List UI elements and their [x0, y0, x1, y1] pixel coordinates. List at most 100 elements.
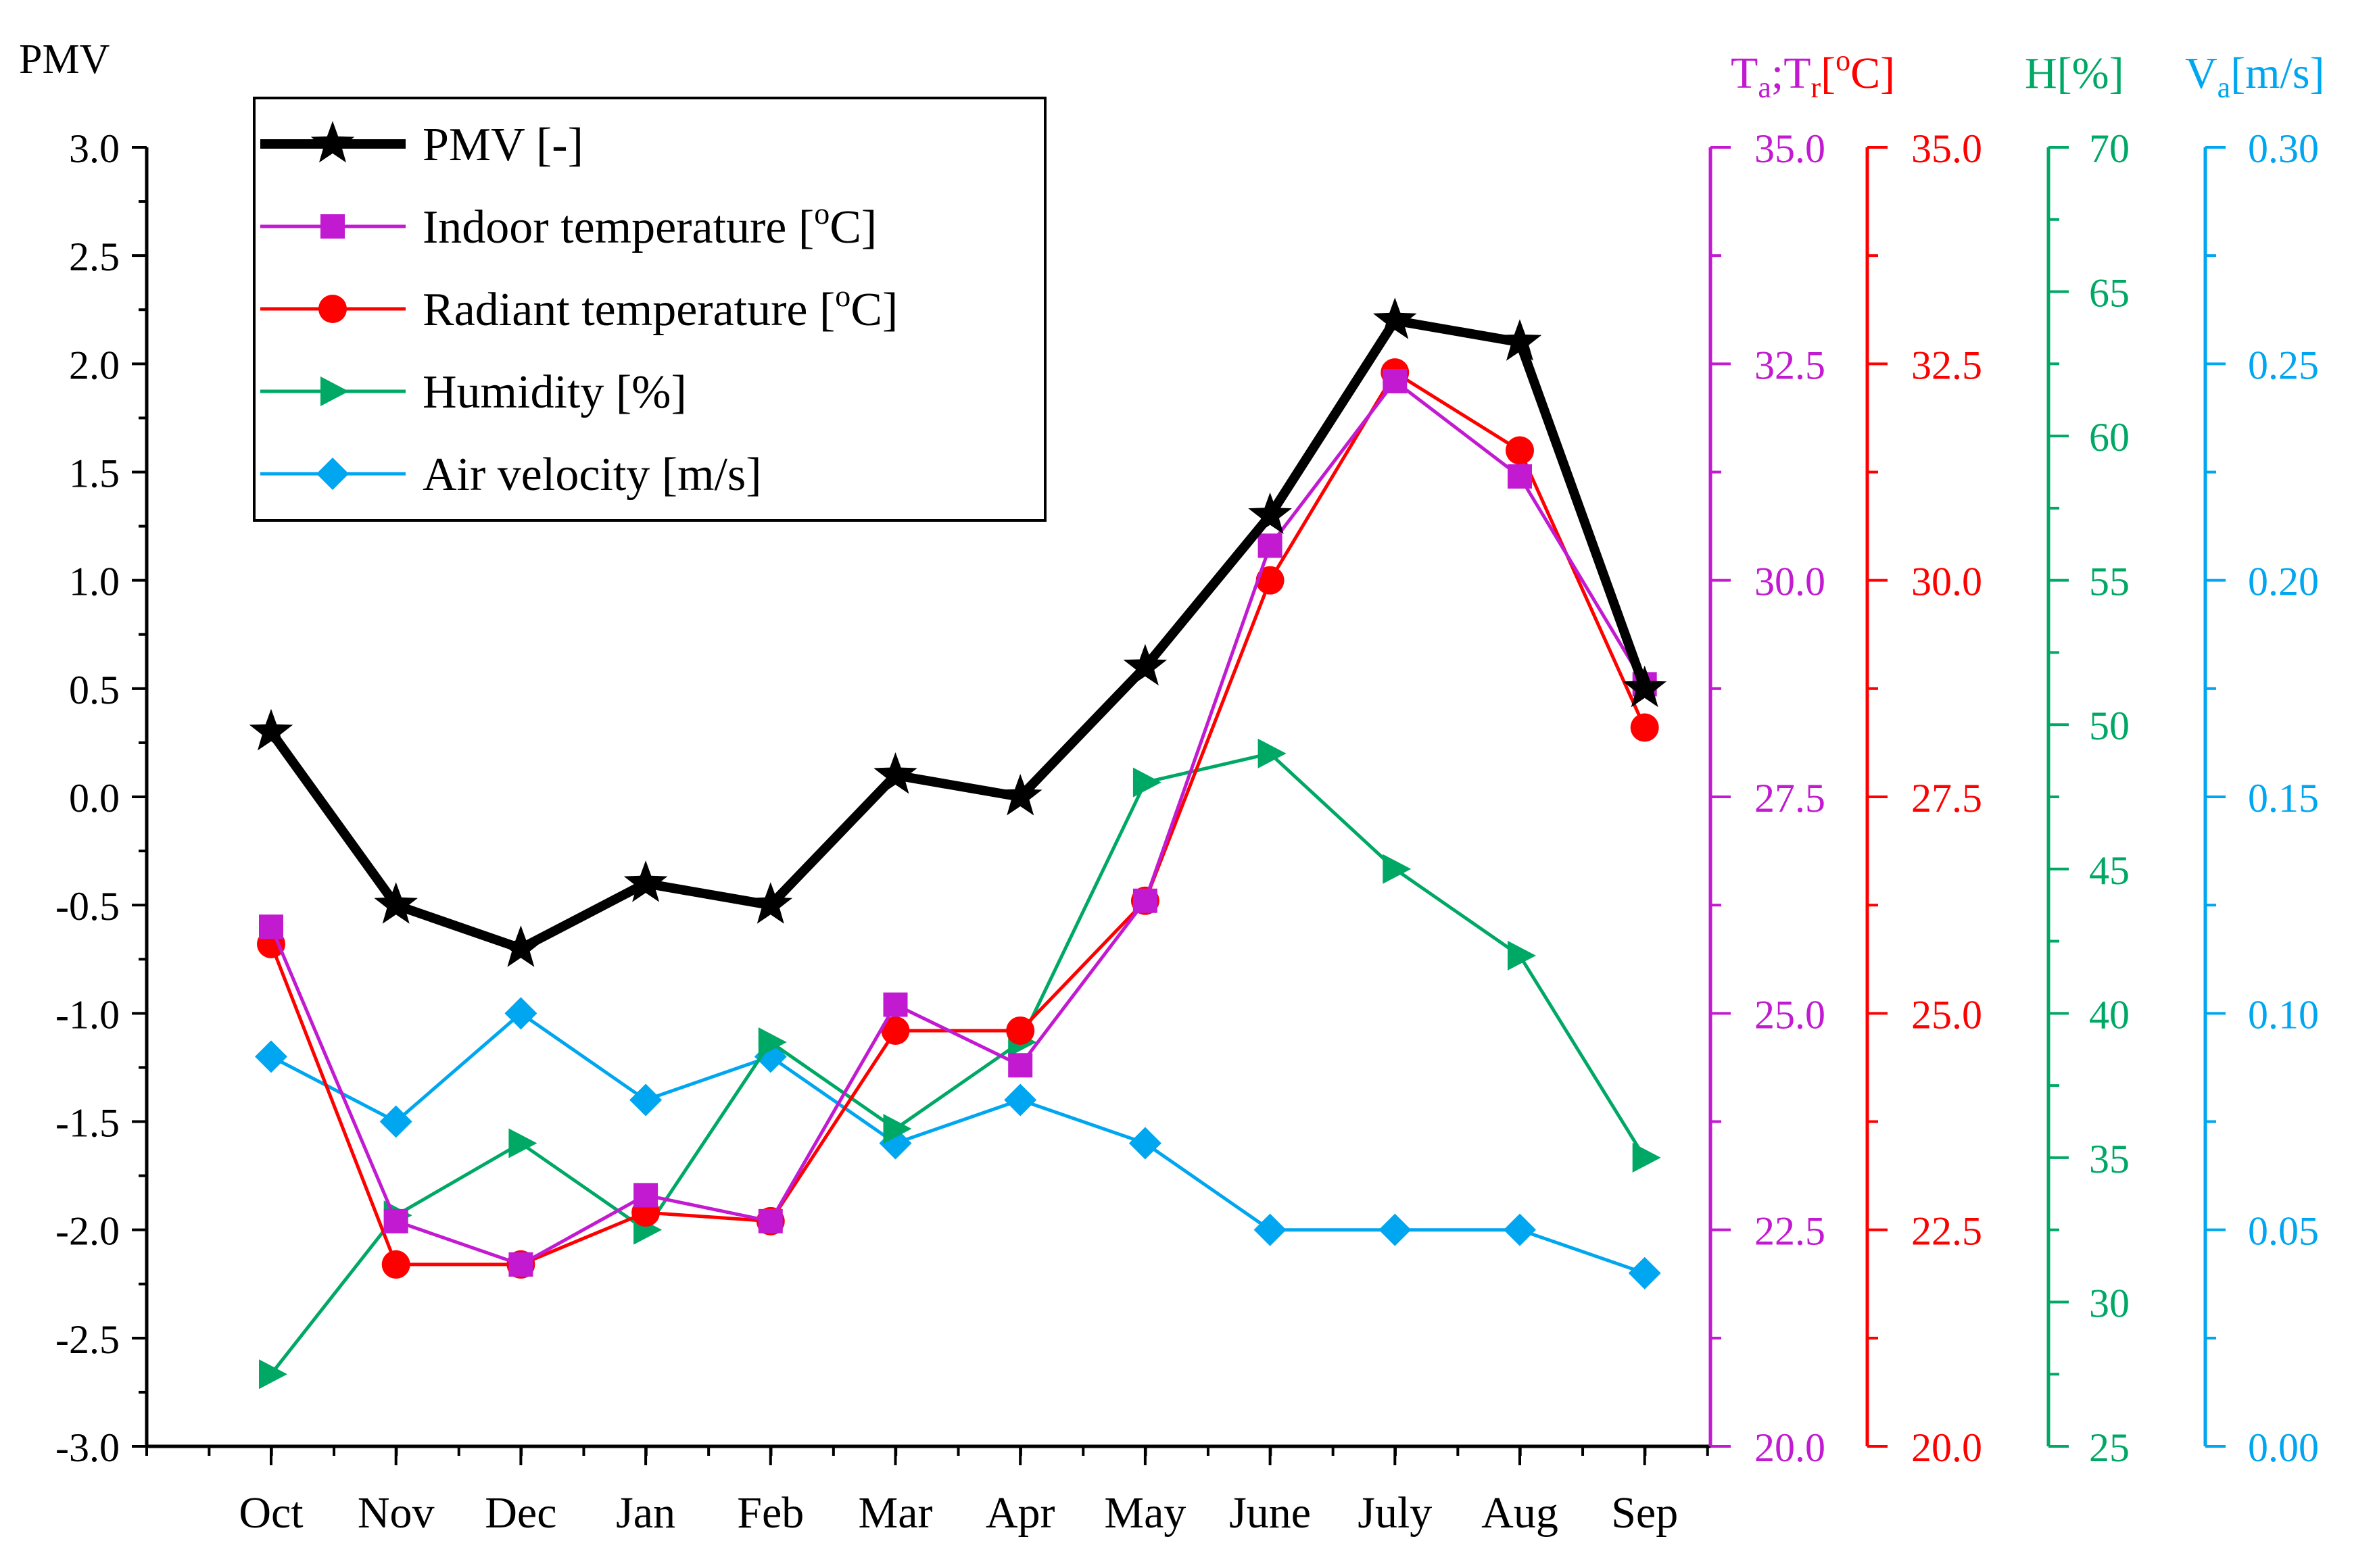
tr-tick-label: 27.5 [1911, 776, 1982, 820]
legend-label-superscript: o [814, 196, 830, 230]
indoor-point [883, 992, 908, 1017]
humidity-point [508, 1128, 537, 1158]
tr-title-superscript: o [1836, 44, 1850, 77]
humidity-point [259, 1359, 287, 1390]
legend-label-text: Humidity [%] [423, 366, 687, 418]
legend-label-tail: C] [830, 201, 877, 253]
pmv-tick-label: 2.5 [69, 235, 120, 279]
pmv-point [374, 882, 418, 924]
h-tick-label: 35 [2089, 1137, 2130, 1181]
pmv-tick-label: 0.5 [69, 668, 120, 712]
va-tick-label: 0.00 [2248, 1425, 2319, 1470]
indoor-point [1132, 888, 1157, 913]
pmv-tick-label: -1.5 [55, 1101, 120, 1146]
air-point [255, 1040, 287, 1073]
legend-label: Humidity [%] [423, 366, 687, 418]
legend-label-text: Radiant temperature [ [423, 284, 835, 336]
legend-marker [316, 458, 349, 490]
radiant-point [1506, 436, 1534, 465]
humidity-line [270, 752, 1646, 1375]
humidity-point [1508, 940, 1536, 971]
legend-marker [320, 376, 349, 406]
pmv-point [1373, 297, 1417, 339]
x-tick-label: Apr [986, 1488, 1055, 1538]
radiant-line [269, 370, 1646, 1267]
h-tick-label: 70 [2089, 126, 2130, 171]
air-point [379, 1105, 412, 1138]
va-tick-label: 0.10 [2248, 992, 2319, 1037]
radiant-point [1255, 566, 1285, 595]
ta-tr-separator: ;T [1771, 49, 1811, 98]
indoor-point [1008, 1053, 1033, 1078]
indoor-point [1383, 368, 1408, 393]
ta-tick-label: 20.0 [1754, 1425, 1825, 1470]
pmv-tick-label: 2.0 [69, 343, 120, 387]
series-layer [249, 297, 1666, 1390]
ta-title-subscript: a [1758, 71, 1771, 104]
x-tick-label: July [1358, 1488, 1432, 1538]
x-tick-label: Feb [737, 1488, 804, 1538]
air-line [270, 1011, 1646, 1275]
h-tick-label: 60 [2089, 415, 2130, 460]
indoor-point [633, 1183, 658, 1208]
pmv-axis-title: PMV [19, 36, 110, 82]
ta-tick-label: 30.0 [1754, 560, 1825, 604]
pmv-tick-label: -0.5 [55, 884, 120, 929]
air-point [1128, 1127, 1161, 1160]
humidity-series [259, 738, 1661, 1390]
pmv-point [1497, 319, 1542, 361]
legend-marker [310, 121, 355, 163]
radiant-point [881, 1016, 910, 1045]
tr-tick-label: 25.0 [1911, 992, 1982, 1037]
legend: PMV [-]Indoor temperature [oC]Radiant te… [253, 97, 1047, 522]
legend-label-text: PMV [-] [423, 119, 583, 171]
air-point [1504, 1213, 1536, 1246]
ta-tr-axis-title: Ta;Tr[oC] [1731, 44, 1895, 104]
tr-tick-label: 32.5 [1911, 343, 1982, 387]
indoor-point [1257, 533, 1282, 558]
pmv-tick-label: -2.0 [55, 1209, 120, 1254]
legend-item-humidity: Humidity [%] [260, 366, 687, 418]
x-tick-label: Jan [616, 1488, 675, 1538]
x-tick-label: Oct [239, 1488, 303, 1538]
indoor-point [758, 1208, 783, 1233]
tr-tick-label: 20.0 [1911, 1425, 1982, 1470]
legend-item-air: Air velocity [m/s] [260, 449, 762, 501]
pmv-point [249, 708, 293, 751]
va-title-unit: [m/s] [2230, 49, 2324, 98]
va-tick-label: 0.05 [2248, 1209, 2319, 1254]
humidity-point [758, 1027, 787, 1058]
radiant-point [381, 1250, 410, 1279]
legend-label-superscript: o [835, 278, 850, 313]
air-series [255, 997, 1661, 1290]
tr-title-subscript: r [1811, 71, 1821, 104]
x-tick-label: Nov [358, 1488, 435, 1538]
legend-marker [320, 214, 345, 239]
legend-label-text: Indoor temperature [ [423, 201, 814, 253]
humidity-point [1132, 767, 1161, 798]
va-title-text: V [2185, 49, 2217, 98]
humidity-point [1632, 1142, 1661, 1173]
h-tick-label: 50 [2089, 704, 2130, 748]
h-axis-title: H[%] [2025, 49, 2124, 98]
legend-item-indoor: Indoor temperature [oC] [260, 196, 877, 253]
pmv-tick-label: -2.5 [55, 1317, 120, 1362]
x-tick-label: Dec [485, 1488, 556, 1538]
pmv-tick-label: -3.0 [55, 1425, 120, 1470]
pmv-point [748, 882, 793, 924]
x-tick-label: Mar [859, 1488, 933, 1538]
tr-tick-label: 30.0 [1911, 560, 1982, 604]
ta-tick-label: 22.5 [1754, 1209, 1825, 1254]
air-point [1378, 1213, 1412, 1246]
va-tick-label: 0.25 [2248, 343, 2319, 387]
air-point [1253, 1213, 1287, 1246]
ta-tick-label: 25.0 [1754, 992, 1825, 1037]
x-tick-label: June [1229, 1488, 1311, 1538]
x-tick-label: Sep [1611, 1488, 1678, 1538]
tr-title-bracket: [ [1821, 49, 1836, 98]
pmv-tick-label: 0.0 [69, 776, 120, 820]
indoor-point [259, 914, 283, 939]
radiant-point [1006, 1016, 1035, 1045]
pmv-series [249, 297, 1666, 967]
ta-title-text: T [1731, 49, 1758, 98]
